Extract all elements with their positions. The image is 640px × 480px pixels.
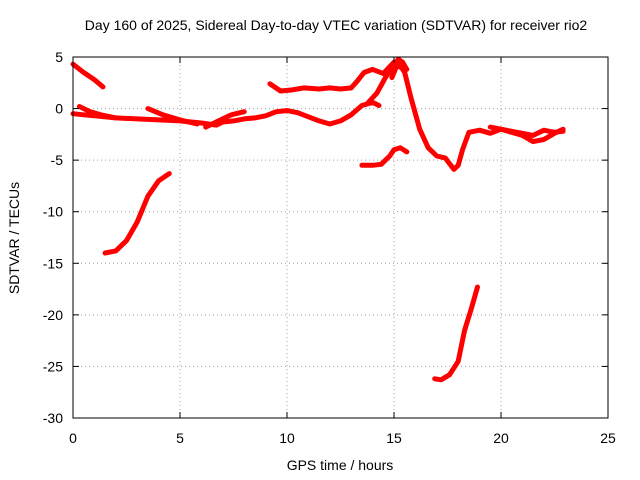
gridlines bbox=[73, 57, 608, 418]
x-axis-label: GPS time / hours bbox=[287, 457, 394, 473]
series-arc-2 bbox=[102, 171, 172, 256]
series-arc-3 bbox=[70, 99, 382, 128]
y-tick-label: -5 bbox=[51, 152, 64, 168]
y-tick-label: -20 bbox=[43, 307, 63, 323]
axis-ticks bbox=[72, 56, 609, 419]
y-tick-label: -30 bbox=[43, 410, 63, 426]
series-arc-9 bbox=[359, 145, 410, 168]
series-arc-10 bbox=[389, 59, 566, 172]
y-tick-label: -15 bbox=[43, 255, 63, 271]
x-tick-label: 10 bbox=[279, 430, 295, 446]
plot-frame bbox=[72, 56, 609, 419]
y-tick-label: -10 bbox=[43, 204, 63, 220]
series-arc-5 bbox=[145, 106, 200, 127]
series-arc-8 bbox=[365, 56, 410, 105]
series-arc-12 bbox=[432, 284, 480, 383]
y-tick-labels: 5 0 -5 -10 -15 -20 -25 -30 bbox=[43, 49, 63, 426]
series-arc-6 bbox=[203, 109, 247, 130]
series-arc-4 bbox=[76, 104, 119, 121]
x-tick-label: 25 bbox=[600, 430, 616, 446]
x-tick-label: 5 bbox=[176, 430, 184, 446]
series-arc-7 bbox=[267, 59, 403, 94]
data-series-group bbox=[70, 56, 566, 383]
series-arc-11 bbox=[487, 124, 566, 145]
y-tick-label: 0 bbox=[55, 101, 63, 117]
series-arc-1 bbox=[70, 61, 106, 90]
x-tick-labels: 0 5 10 15 20 25 bbox=[69, 430, 616, 446]
x-tick-label: 15 bbox=[386, 430, 402, 446]
x-tick-label: 20 bbox=[493, 430, 509, 446]
y-axis-label: SDTVAR / TECUs bbox=[6, 182, 22, 294]
x-tick-label: 0 bbox=[69, 430, 77, 446]
y-tick-label: 5 bbox=[55, 49, 63, 65]
chart-title: Day 160 of 2025, Sidereal Day-to-day VTE… bbox=[85, 17, 588, 33]
y-tick-label: -25 bbox=[43, 358, 63, 374]
